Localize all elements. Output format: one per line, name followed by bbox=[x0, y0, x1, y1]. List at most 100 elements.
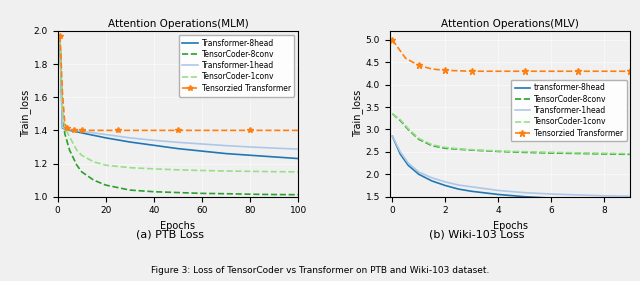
Text: Figure 3: Loss of TensorCoder vs Transformer on PTB and Wiki-103 dataset.: Figure 3: Loss of TensorCoder vs Transfo… bbox=[151, 266, 489, 275]
Transformer-8head bbox=[59, 126, 67, 130]
TensorCoder-1conv bbox=[415, 137, 422, 140]
TensorCoder-8conv bbox=[294, 193, 302, 196]
Transformer-8head bbox=[63, 128, 71, 131]
Line: Transformer-8head: Transformer-8head bbox=[60, 39, 298, 158]
TensorCoder-8conv bbox=[78, 170, 86, 174]
Transformer-1head bbox=[547, 192, 555, 196]
TensorCoder-8conv bbox=[494, 150, 502, 153]
Transformer-1head bbox=[270, 146, 278, 150]
Transformer-1head bbox=[59, 125, 67, 129]
TensorCoder-1conv bbox=[494, 149, 502, 153]
Line: Transformer-1head: Transformer-1head bbox=[392, 136, 630, 196]
Text: (a) PTB Loss: (a) PTB Loss bbox=[136, 230, 204, 239]
Transformer-1head bbox=[573, 193, 581, 197]
Tensorzied Transformer bbox=[56, 34, 64, 38]
Transformer-1head bbox=[66, 128, 74, 131]
TensorCoder-8conv bbox=[600, 152, 608, 156]
transformer-8head bbox=[600, 197, 608, 201]
TensorCoder-1conv bbox=[66, 135, 74, 139]
TensorCoder-1conv bbox=[454, 147, 462, 150]
Transformer-1head bbox=[404, 161, 412, 165]
TensorCoder-1conv bbox=[428, 143, 436, 146]
TensorCoder-8conv bbox=[388, 112, 396, 115]
TensorCoder-8conv bbox=[90, 178, 97, 182]
Tensorzied Transformer bbox=[415, 64, 422, 67]
Transformer-1head bbox=[63, 127, 71, 131]
TensorCoder-8conv bbox=[150, 190, 157, 193]
Tensorzied Transformer bbox=[294, 129, 302, 132]
Tensorzied Transformer bbox=[627, 70, 634, 73]
TensorCoder-1conv bbox=[627, 152, 634, 155]
Transformer-1head bbox=[78, 130, 86, 133]
Transformer-8head bbox=[78, 131, 86, 135]
TensorCoder-8conv bbox=[521, 151, 529, 154]
Tensorzied Transformer bbox=[222, 129, 230, 132]
transformer-8head bbox=[627, 198, 634, 201]
transformer-8head bbox=[494, 193, 502, 196]
Transformer-8head bbox=[222, 152, 230, 155]
TensorCoder-1conv bbox=[388, 112, 396, 115]
Transformer-1head bbox=[468, 185, 476, 189]
TensorCoder-1conv bbox=[246, 170, 254, 173]
TensorCoder-1conv bbox=[270, 170, 278, 173]
Tensorzied Transformer bbox=[102, 129, 109, 132]
Line: TensorCoder-1conv: TensorCoder-1conv bbox=[392, 114, 630, 154]
Transformer-1head bbox=[494, 189, 502, 192]
X-axis label: Epochs: Epochs bbox=[493, 221, 527, 231]
TensorCoder-1conv bbox=[73, 149, 81, 152]
transformer-8head bbox=[428, 179, 436, 183]
Tensorzied Transformer bbox=[78, 129, 86, 132]
transformer-8head bbox=[521, 195, 529, 198]
Tensorzied Transformer bbox=[428, 67, 436, 71]
Transformer-1head bbox=[126, 136, 134, 140]
Transformer-8head bbox=[270, 155, 278, 158]
TensorCoder-1conv bbox=[600, 151, 608, 155]
TensorCoder-1conv bbox=[150, 167, 157, 171]
Transformer-8head bbox=[174, 147, 182, 150]
TensorCoder-8conv bbox=[442, 147, 449, 150]
Transformer-1head bbox=[415, 170, 422, 174]
Transformer-1head bbox=[246, 145, 254, 149]
Legend: Transformer-8head, TensorCoder-8conv, Transformer-1head, TensorCoder-1conv, Tens: Transformer-8head, TensorCoder-8conv, Tr… bbox=[179, 35, 294, 97]
Transformer-1head bbox=[150, 139, 157, 142]
Tensorzied Transformer bbox=[126, 129, 134, 132]
Transformer-8head bbox=[90, 134, 97, 137]
Line: TensorCoder-8conv: TensorCoder-8conv bbox=[60, 42, 298, 195]
Tensorzied Transformer bbox=[73, 129, 81, 132]
Tensorzied Transformer bbox=[521, 70, 529, 73]
Transformer-1head bbox=[294, 148, 302, 151]
Tensorzied Transformer bbox=[573, 70, 581, 73]
Transformer-8head bbox=[66, 129, 74, 132]
Transformer-1head bbox=[454, 183, 462, 187]
Transformer-1head bbox=[442, 180, 449, 183]
Transformer-1head bbox=[102, 133, 109, 136]
TensorCoder-8conv bbox=[61, 132, 68, 135]
Transformer-1head bbox=[627, 194, 634, 198]
TensorCoder-8conv bbox=[547, 151, 555, 155]
Transformer-8head bbox=[198, 149, 206, 153]
Tensorzied Transformer bbox=[61, 122, 68, 125]
TensorCoder-1conv bbox=[468, 148, 476, 151]
TensorCoder-8conv bbox=[126, 188, 134, 192]
Transformer-1head bbox=[388, 135, 396, 138]
Transformer-8head bbox=[150, 144, 157, 147]
Transformer-1head bbox=[56, 38, 64, 41]
Transformer-1head bbox=[521, 191, 529, 194]
TensorCoder-8conv bbox=[270, 193, 278, 196]
transformer-8head bbox=[454, 187, 462, 191]
TensorCoder-1conv bbox=[61, 125, 68, 129]
Transformer-1head bbox=[70, 128, 78, 132]
Transformer-1head bbox=[396, 150, 404, 154]
Transformer-1head bbox=[174, 140, 182, 144]
transformer-8head bbox=[573, 197, 581, 200]
TensorCoder-1conv bbox=[174, 168, 182, 171]
TensorCoder-1conv bbox=[294, 170, 302, 174]
Tensorzied Transformer bbox=[70, 128, 78, 132]
TensorCoder-1conv bbox=[521, 150, 529, 153]
Transformer-1head bbox=[198, 142, 206, 146]
TensorCoder-8conv bbox=[404, 128, 412, 131]
Tensorzied Transformer bbox=[90, 129, 97, 132]
transformer-8head bbox=[468, 190, 476, 193]
Y-axis label: Train_loss: Train_loss bbox=[352, 90, 363, 137]
TensorCoder-8conv bbox=[59, 112, 67, 115]
